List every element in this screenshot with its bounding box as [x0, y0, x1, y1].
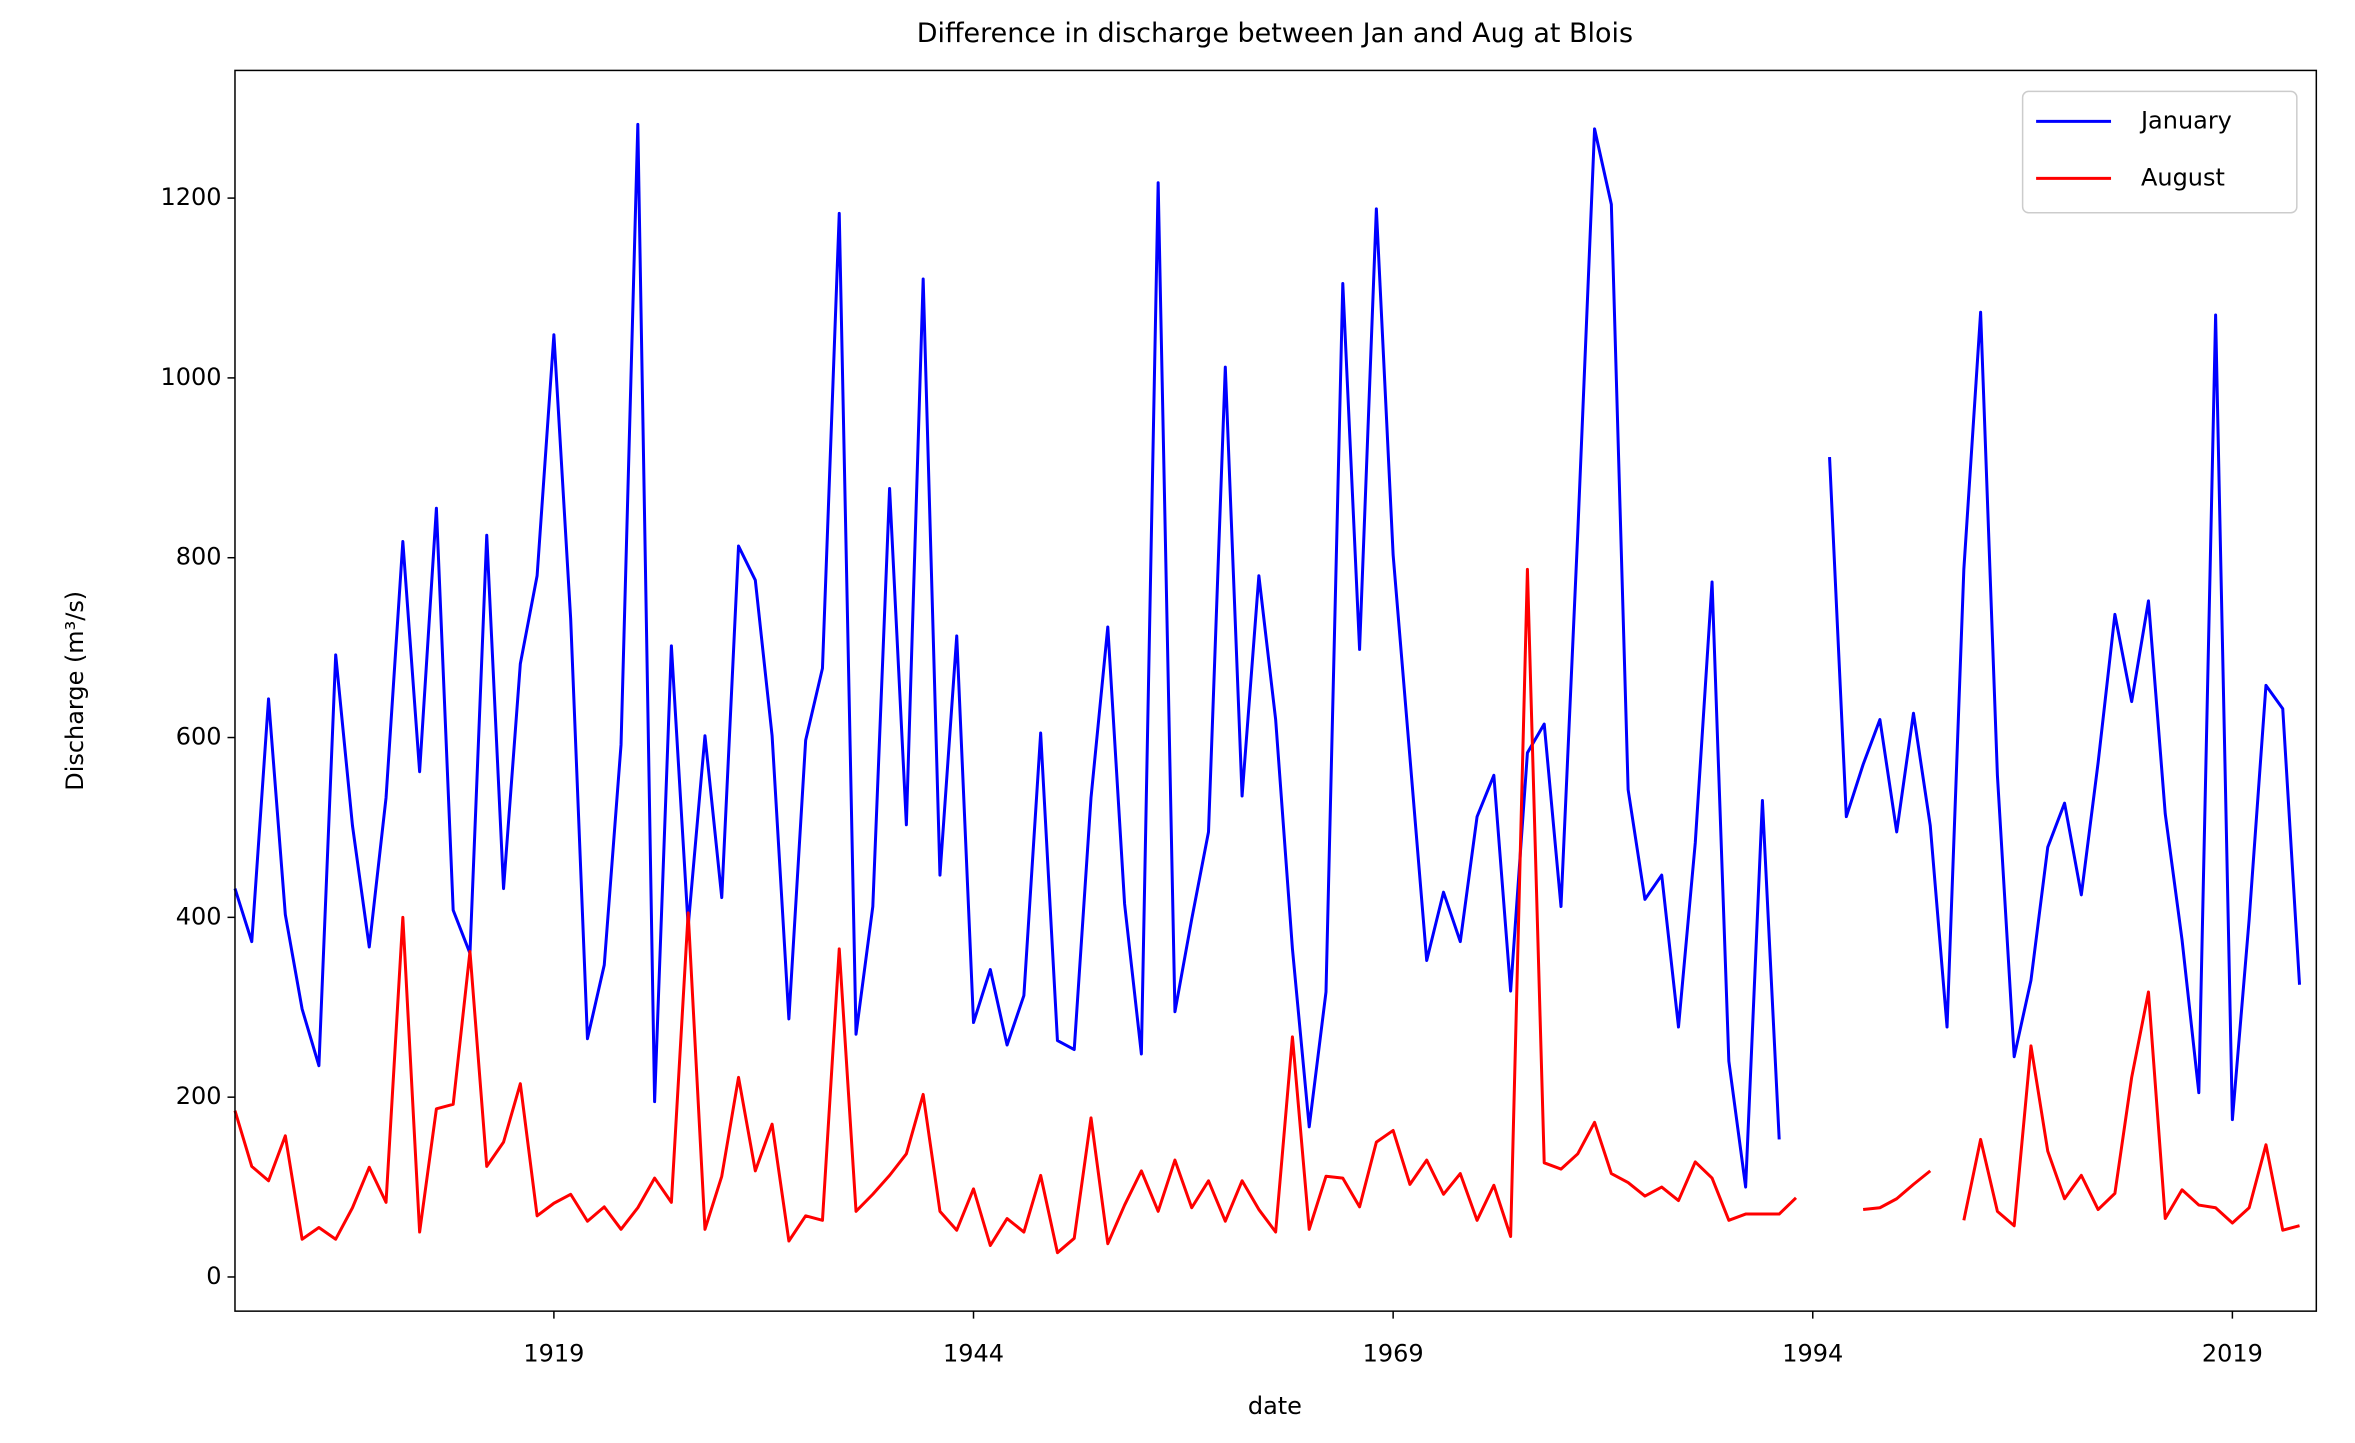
x-tick-label: 1919 [523, 1340, 584, 1368]
x-tick-label: 1994 [1782, 1340, 1843, 1368]
y-axis-label: Discharge (m³/s) [61, 591, 89, 791]
chart-title: Difference in discharge between Jan and … [917, 18, 1633, 49]
x-tick-label: 1944 [943, 1340, 1004, 1368]
y-tick-label: 0 [206, 1262, 221, 1290]
plot-frame [234, 69, 2318, 1312]
y-tick-label: 600 [176, 723, 222, 751]
x-tick-label: 1969 [1363, 1340, 1424, 1368]
y-tick-label: 800 [176, 543, 222, 571]
y-tick-label: 400 [176, 902, 222, 930]
x-axis-label: date [1248, 1392, 1302, 1420]
x-tick-label: 2019 [2202, 1340, 2263, 1368]
background [13, 0, 2342, 1443]
y-tick-label: 1200 [160, 183, 221, 211]
legend-label: August [2141, 163, 2225, 191]
line-series [233, 567, 2300, 1255]
legend-label: January [2139, 106, 2232, 134]
y-tick-label: 200 [176, 1082, 222, 1110]
y-tick-label: 1000 [160, 363, 221, 391]
